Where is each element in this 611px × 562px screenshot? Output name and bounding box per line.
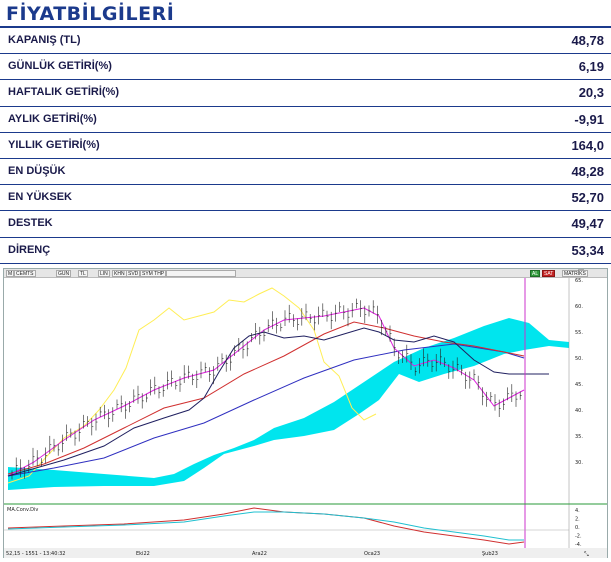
toolbar-button-linear[interactable]: LIN [98, 270, 110, 277]
toolbar-button-period[interactable]: GUN [56, 270, 72, 277]
title-divider [0, 26, 611, 28]
row-label: KAPANIŞ (TL) [8, 34, 81, 46]
status-text: 52,15 - 1551 - 13:40:32 [6, 551, 65, 557]
row-value: -9,91 [574, 111, 604, 127]
row-kapanis: KAPANIŞ (TL) 48,78 [0, 28, 611, 55]
long-ma-line [7, 343, 525, 477]
toolbar-field[interactable] [166, 270, 236, 277]
signal-line [7, 511, 524, 541]
price-axis-ticks: 65. 60. 55. 50. 45. 40. 35. 30. [575, 278, 583, 466]
macd-tick-label: -2. [575, 534, 582, 540]
toolbar-button-volume[interactable]: KHN [112, 270, 127, 277]
row-haftalik-getiri: HAFTALIK GETİRİ(%) 20,3 [0, 80, 611, 107]
price-plot-area [4, 278, 569, 504]
row-label: EN YÜKSEK [8, 191, 72, 204]
row-value: 6,19 [578, 59, 604, 75]
indicator-label: MA.Conv.Div [7, 507, 38, 513]
price-tick-label: 65. [575, 278, 583, 284]
row-label: HAFTALIK GETİRİ(%) [8, 86, 120, 99]
row-en-dusuk: EN DÜŞÜK 48,28 [0, 159, 611, 186]
row-label: YILLIK GETİRİ(%) [8, 138, 100, 151]
row-label: AYLIK GETİRİ(%) [8, 112, 97, 125]
row-value: 52,70 [571, 190, 604, 206]
macd-tick-label: 4. [575, 508, 580, 514]
slow-ma-line [7, 321, 525, 475]
row-value: 20,3 [578, 85, 604, 101]
toolbar-button-svd[interactable]: SVD [126, 270, 141, 277]
toolbar-button-currency[interactable]: TL [78, 270, 88, 277]
price-axis [569, 278, 607, 504]
page-title: FİYATBİLGİLERİ [6, 3, 175, 25]
ichimoku-cloud [8, 318, 569, 490]
row-label: EN DÜŞÜK [8, 164, 66, 177]
row-aylik-getiri: AYLIK GETİRİ(%) -9,91 [0, 107, 611, 133]
row-direnc: DİRENÇ 53,34 [0, 238, 611, 264]
row-en-yuksek: EN YÜKSEK 52,70 [0, 185, 611, 212]
row-value: 53,34 [571, 242, 604, 258]
row-value: 49,47 [571, 216, 604, 232]
zoom-control-icon[interactable]: ⤡ [584, 551, 589, 558]
macd-axis-ticks: 4. 2. 0. -2. -4. [575, 508, 582, 548]
macd-tick-label: 0. [575, 525, 580, 531]
toolbar-button-symbol[interactable]: SYM THP [140, 270, 167, 277]
row-value: 164,0 [571, 137, 604, 153]
price-info-header: FİYATBİLGİLERİ [0, 0, 611, 30]
chart-canvas[interactable]: 65. 60. 55. 50. 45. 40. 35. 30. MA.Conv.Div 4. 2… [4, 278, 607, 558]
row-label: GÜNLÜK GETİRİ(%) [8, 60, 112, 73]
price-tick-label: 30. [575, 460, 583, 466]
date-tick-label: Oca23 [364, 551, 380, 557]
row-gunluk-getiri: GÜNLÜK GETİRİ(%) 6,19 [0, 54, 611, 81]
price-info-table: KAPANIŞ (TL) 48,78 GÜNLÜK GETİRİ(%) 6,19… [0, 28, 611, 264]
conversion-line [7, 327, 549, 477]
matriks-logo: MATRİKS [562, 270, 588, 277]
price-chart-panel[interactable]: M CEMTS GUN TL LIN KHN SVD SYM THP AL SA… [3, 268, 608, 558]
candlestick-series [11, 298, 522, 480]
chart-toolbar: M CEMTS GUN TL LIN KHN SVD SYM THP AL SA… [4, 269, 607, 278]
row-value: 48,28 [571, 163, 604, 179]
price-tick-label: 35. [575, 434, 583, 440]
macd-tick-label: -4. [575, 542, 582, 548]
price-tick-label: 60. [575, 304, 583, 310]
date-tick-label: Eki22 [136, 551, 150, 557]
symbol-badge[interactable]: M [6, 270, 15, 277]
price-tick-label: 50. [575, 356, 583, 362]
buy-button[interactable]: AL [530, 270, 541, 277]
row-label: DESTEK [8, 217, 53, 230]
date-tick-label: Ara22 [252, 551, 267, 557]
price-tick-label: 55. [575, 330, 583, 336]
row-destek: DESTEK 49,47 [0, 211, 611, 238]
date-axis: Eki22 Ara22 Oca23 Şub23 [136, 551, 498, 557]
price-tick-label: 40. [575, 408, 583, 414]
yellow-indicator-line [7, 287, 377, 484]
status-bar [4, 548, 607, 558]
sell-button[interactable]: SAT [542, 270, 556, 277]
row-yillik-getiri: YILLIK GETİRİ(%) 164,0 [0, 133, 611, 159]
date-tick-label: Şub23 [482, 551, 498, 557]
price-tick-label: 45. [575, 382, 583, 388]
macd-tick-label: 2. [575, 517, 580, 523]
symbol-code[interactable]: CEMTS [14, 270, 36, 277]
row-value: 48,78 [571, 33, 604, 48]
row-label: DİRENÇ [8, 243, 51, 256]
